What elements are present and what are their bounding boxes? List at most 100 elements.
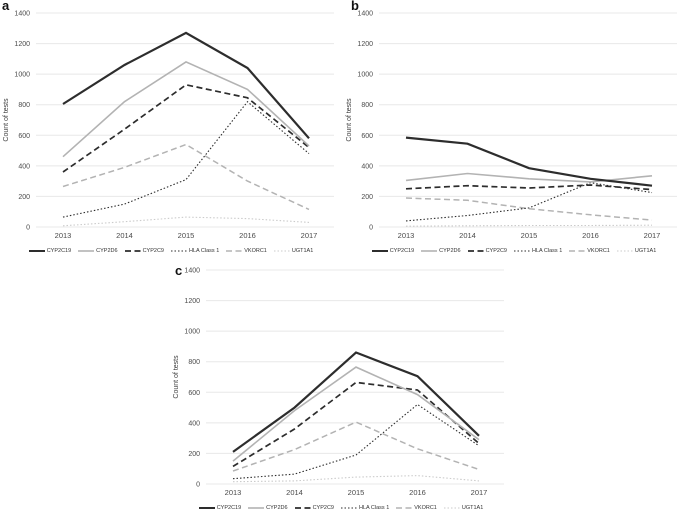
panel-label-b: b [351,0,359,13]
x-tick-label: 2017 [644,231,661,240]
y-tick-label: 1400 [14,11,30,18]
series-line-hla-class-1 [405,182,653,222]
legend-line-sample-icon [467,250,484,252]
chart-c-plot: 0 200 400 600 800 1000 1200 1400 2013 2014 2015 201… [173,268,504,497]
x-tick-label: 2016 [409,488,426,497]
y-tick-label: 1400 [184,268,200,275]
legend-label: CYP2C19 [216,505,242,511]
y-tick-label: 800 [18,102,30,109]
y-tick-label: 600 [361,133,373,140]
y-tick-label: 1200 [14,41,30,48]
chart-panel-b: b 0 200 400 600 800 1000 1200 1400 2013 2014 2015 2… [343,0,685,260]
legend-label: CYP2D6 [96,248,118,254]
y-tick-label: 1000 [14,72,30,79]
x-tick-label: 2016 [582,231,599,240]
x-tick-label: 2015 [521,231,538,240]
series-line-cyp2c19 [232,351,480,453]
y-tick-label: 0 [26,225,30,232]
series-line-vkorc1 [62,143,310,211]
panel-label-c: c [175,263,183,278]
legend-item: VKORC1 [396,505,437,511]
legend-item: CYP2C19 [371,248,415,254]
legend-line-sample-icon [198,507,215,509]
legend-label: UGT1A1 [634,248,657,254]
y-tick-label: 1400 [357,11,373,18]
chart-panel-c: c 0 200 400 600 800 1000 1200 1400 2013 2014 2015 2… [170,257,512,511]
x-tick-label: 2017 [301,231,318,240]
legend-label: VKORC1 [587,248,610,254]
legend-item: CYP2D6 [248,505,288,511]
legend-line-sample-icon [124,250,141,252]
legend-label: VKORC1 [414,505,437,511]
y-tick-label: 1000 [357,72,373,79]
series-line-cyp2d6 [405,172,653,183]
series-line-ugt1a1 [405,224,653,227]
x-tick-label: 2016 [239,231,256,240]
legend-label: UGT1A1 [461,505,484,511]
legend-label: UGT1A1 [291,248,314,254]
y-tick-label: 200 [18,194,30,201]
series-line-cyp2c9 [405,184,653,191]
legend-item: UGT1A1 [273,248,314,254]
legend-label: HLA Class 1 [358,505,390,511]
legend-line-sample-icon [569,250,586,252]
legend-label: CYP2C9 [312,505,334,511]
series-line-hla-class-1 [232,403,480,480]
y-tick-label: 800 [361,102,373,109]
y-axis-title: Count of tests [173,355,180,399]
x-tick-label: 2017 [471,488,488,497]
y-tick-label: 600 [188,390,200,397]
chart-panel-a: a 0 200 400 600 800 1000 1200 1400 2013 2014 2015 2… [0,0,342,260]
legend-line-sample-icon [443,507,460,509]
legend-line-sample-icon [273,250,290,252]
legend-label: HLA Class 1 [188,248,220,254]
x-tick-label: 2014 [459,231,476,240]
legend-label: VKORC1 [244,248,267,254]
x-tick-label: 2013 [55,231,72,240]
legend-line-sample-icon [340,507,357,509]
legend-line-sample-icon [371,250,388,252]
chart-b-legend: CYP2C19 CYP2D6 CYP2C9 HLA Class 1 VKORC1 UGT1… [343,245,685,257]
legend-label: CYP2C19 [389,248,415,254]
legend-line-sample-icon [170,250,187,252]
series-line-cyp2c9 [232,381,480,468]
legend-line-sample-icon [78,250,95,252]
legend-label: CYP2D6 [266,505,288,511]
chart-c-legend: CYP2C19 CYP2D6 CYP2C9 HLA Class 1 VKORC1 UGT1… [170,502,512,514]
chart-b-plot: 0 200 400 600 800 1000 1200 1400 2013 2014 2015 201… [346,11,677,240]
legend-item: HLA Class 1 [513,248,562,254]
series-line-vkorc1 [232,421,480,472]
chart-a-legend: CYP2C19 CYP2D6 CYP2C9 HLA Class 1 VKORC1 UGT1… [0,245,342,257]
legend-line-sample-icon [396,507,413,509]
legend-label: CYP2C19 [46,248,72,254]
x-tick-label: 2015 [178,231,195,240]
legend-line-sample-icon [248,507,265,509]
series-line-ugt1a1 [62,216,310,227]
series-line-cyp2c19 [405,136,653,187]
y-tick-label: 1000 [184,329,200,336]
legend-item: CYP2C9 [467,248,507,254]
y-tick-label: 800 [188,359,200,366]
series-line-cyp2d6 [62,60,310,158]
legend-item: CYP2C19 [198,505,242,511]
x-tick-label: 2014 [286,488,303,497]
legend-line-sample-icon [421,250,438,252]
x-tick-label: 2013 [225,488,242,497]
series-line-cyp2d6 [232,366,480,462]
series-line-ugt1a1 [232,475,480,483]
legend-item: CYP2C9 [124,248,164,254]
y-axis-title: Count of tests [346,98,353,142]
legend-item: UGT1A1 [443,505,484,511]
legend-item: CYP2D6 [78,248,118,254]
legend-item: CYP2D6 [421,248,461,254]
legend-item: VKORC1 [569,248,610,254]
y-tick-label: 400 [188,420,200,427]
series-line-vkorc1 [405,197,653,221]
series-line-cyp2c19 [62,31,310,140]
legend-item: CYP2C19 [28,248,72,254]
y-tick-label: 400 [361,163,373,170]
series-line-hla-class-1 [62,100,310,218]
y-tick-label: 200 [188,451,200,458]
y-tick-label: 400 [18,163,30,170]
legend-line-sample-icon [616,250,633,252]
